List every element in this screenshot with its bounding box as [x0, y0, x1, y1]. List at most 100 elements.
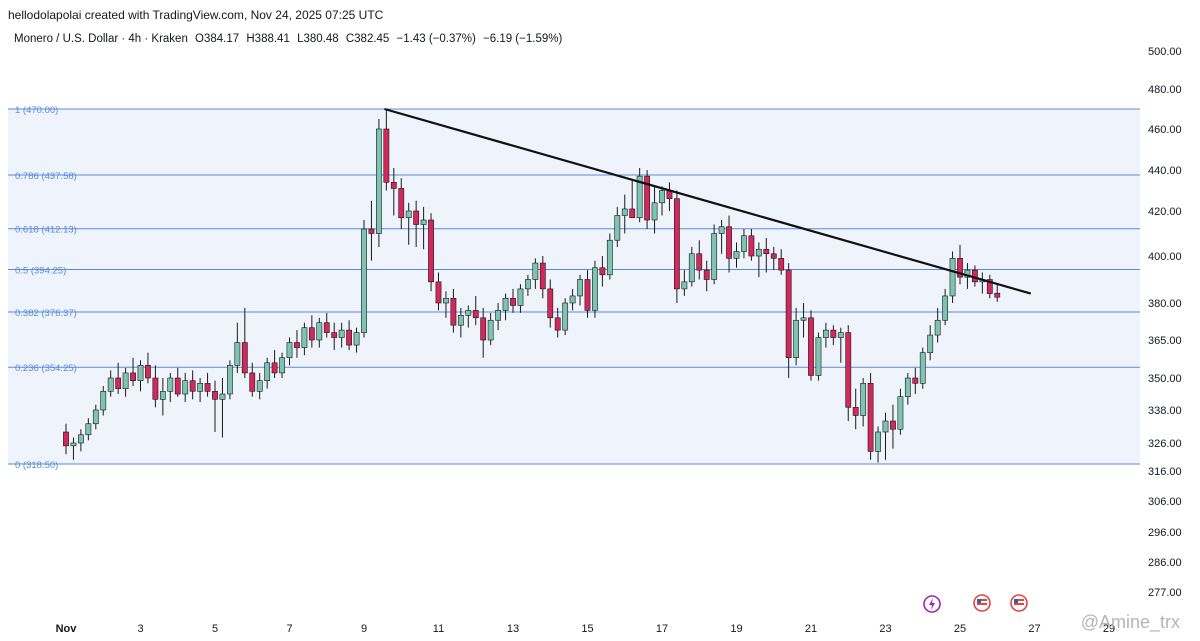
candle-body — [942, 295, 948, 321]
candle-body — [398, 188, 405, 219]
candle-body — [577, 279, 583, 297]
price-tick-label: 400.00 — [1148, 251, 1182, 263]
candle-body — [413, 210, 420, 225]
candle-body — [927, 334, 934, 353]
candle-body — [808, 317, 814, 376]
price-tick-label: 460.00 — [1148, 124, 1182, 136]
candle-body — [375, 128, 382, 234]
candle-body — [659, 190, 665, 204]
price-tick-label: 316.00 — [1148, 466, 1182, 478]
candle-body — [517, 288, 524, 306]
candle-body — [651, 202, 658, 221]
candle-body — [703, 269, 710, 280]
candle-body — [919, 352, 926, 384]
candle-body — [510, 297, 516, 306]
resistance-trendline — [384, 107, 1032, 295]
candle-body — [331, 332, 338, 338]
candle-body — [100, 391, 107, 411]
candle-body — [137, 365, 144, 381]
candle-body — [845, 332, 852, 408]
candle-body — [785, 269, 792, 359]
watermark: @Amine_trx — [1080, 612, 1180, 632]
ohlc-close: C382.45 — [345, 33, 390, 45]
candle-body — [286, 342, 293, 359]
candle-body — [964, 269, 971, 278]
candle-body — [383, 128, 390, 183]
fib-label: 1 (470.00) — [15, 105, 58, 116]
date-tick-label: 27 — [1028, 623, 1040, 635]
candle-body — [636, 175, 643, 219]
price-tick-label: 365.00 — [1148, 335, 1182, 347]
symbol-name[interactable]: Monero / U.S. Dollar · 4h · Kraken — [14, 33, 188, 45]
candle-body — [405, 210, 412, 219]
time-axis[interactable]: Nov 3 5 7 9 11 13 15 17 19 21 23 25 27 29 — [56, 623, 1116, 635]
candle-body — [554, 317, 561, 331]
price-tick-label: 296.00 — [1148, 527, 1182, 539]
price-axis[interactable]: 500.00 480.00 460.00 440.00 420.00 400.00 380.… — [1148, 46, 1182, 599]
price-tick-label: 338.00 — [1148, 405, 1182, 417]
price-tick-label: 420.00 — [1148, 206, 1182, 218]
candle-body — [167, 377, 174, 392]
candle-body — [390, 182, 397, 189]
candle-body — [480, 317, 487, 341]
candle-body — [323, 322, 330, 333]
candle-body — [629, 208, 636, 219]
candle-body — [264, 362, 271, 381]
date-tick-label: 3 — [137, 623, 143, 635]
date-tick-label: 13 — [507, 623, 519, 635]
price-change-secondary: −6.19 (−1.59%) — [483, 33, 563, 45]
candle-body — [584, 279, 591, 311]
price-tick-label: 326.00 — [1148, 438, 1182, 450]
date-tick-label: 19 — [730, 623, 742, 635]
candle-body — [316, 322, 323, 341]
candle-body — [152, 377, 159, 400]
candle-body — [763, 248, 770, 255]
candle-body — [614, 215, 621, 241]
candle-body — [368, 228, 375, 234]
fib-label: 0.382 (376.37) — [15, 308, 77, 319]
candle-body — [837, 332, 844, 338]
candle-body — [63, 431, 69, 447]
candle-body — [882, 420, 889, 433]
candle-body — [897, 396, 904, 430]
candle-body — [741, 235, 747, 252]
candle-body — [487, 319, 494, 341]
candle-body — [718, 226, 725, 234]
fib-label: 0.786 (437.58) — [15, 171, 77, 182]
candle-body — [621, 208, 628, 216]
fib-label: 0.236 (354.25) — [15, 363, 77, 374]
candle-body — [301, 327, 308, 348]
candle-body — [465, 310, 472, 316]
candle-body — [688, 253, 695, 283]
ohlc-high: H388.41 — [246, 33, 290, 45]
trendline[interactable] — [384, 107, 1032, 295]
candle-body — [130, 372, 136, 381]
candle-body — [644, 175, 650, 221]
candle-body — [294, 342, 300, 348]
candle-body — [547, 288, 554, 319]
ohlc-open: O384.17 — [195, 33, 240, 45]
candle-body — [189, 380, 196, 392]
candle-body — [681, 281, 688, 290]
date-tick-label: 9 — [361, 623, 367, 635]
candle-body — [890, 420, 896, 430]
candle-body — [755, 248, 762, 257]
candle-body — [569, 295, 576, 304]
candle-body — [420, 219, 427, 225]
price-tick-label: 350.00 — [1148, 373, 1182, 385]
us-flag-icon[interactable] — [973, 594, 991, 612]
lightning-icon[interactable] — [923, 595, 941, 613]
candle-body — [204, 383, 211, 392]
date-tick-label: 15 — [581, 623, 593, 635]
candle-body — [279, 357, 285, 374]
candle-body — [115, 377, 122, 389]
candle-body — [495, 310, 501, 321]
candle-body — [748, 235, 755, 257]
candle-body — [971, 269, 978, 283]
candle-body — [443, 297, 449, 304]
date-tick-label: 5 — [212, 623, 218, 635]
us-flag-icon[interactable] — [1010, 594, 1028, 612]
date-tick-label: 25 — [954, 623, 966, 635]
candle-body — [778, 258, 785, 271]
